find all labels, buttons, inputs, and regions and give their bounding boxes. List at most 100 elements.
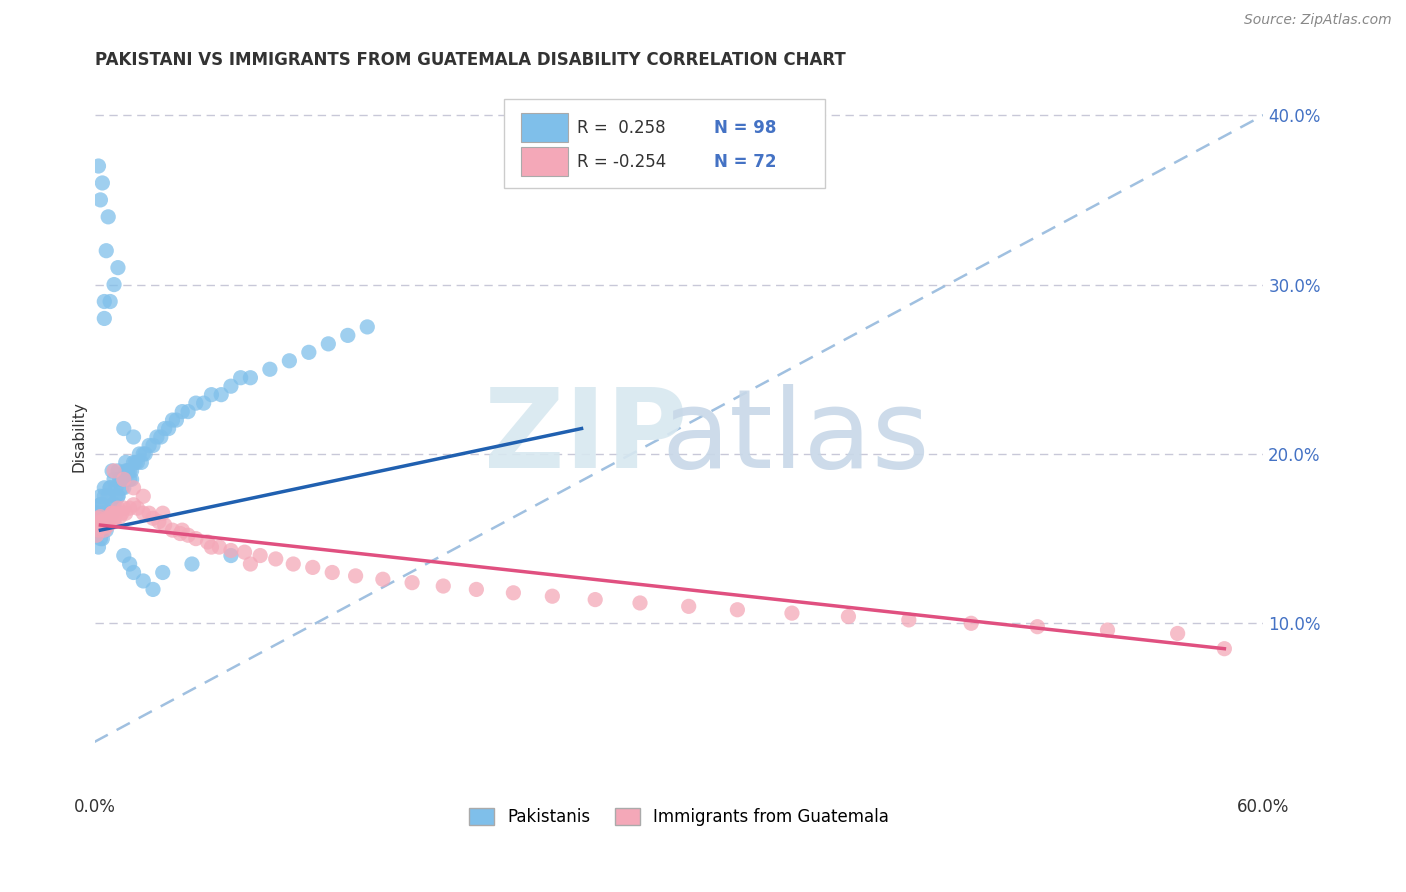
Point	[87, 511, 110, 525]
Point	[91, 176, 114, 190]
Text: R = -0.254: R = -0.254	[578, 153, 666, 170]
Point	[97, 489, 120, 503]
Point	[122, 455, 145, 469]
Point	[142, 438, 165, 452]
Point	[138, 438, 160, 452]
Point	[153, 518, 176, 533]
Point	[122, 430, 145, 444]
Point	[96, 244, 118, 258]
Point	[87, 523, 110, 537]
Point	[105, 489, 128, 503]
Point	[1097, 623, 1119, 637]
Point	[172, 404, 194, 418]
Point	[107, 501, 129, 516]
Point	[89, 518, 111, 533]
Point	[401, 575, 423, 590]
Point	[432, 579, 454, 593]
Point	[111, 481, 134, 495]
Point	[89, 498, 111, 512]
Point	[87, 159, 110, 173]
Point	[93, 294, 115, 309]
Point	[127, 501, 149, 516]
Point	[301, 560, 323, 574]
Text: atlas: atlas	[662, 384, 931, 491]
Point	[1213, 641, 1236, 656]
Point	[93, 520, 115, 534]
Point	[233, 545, 256, 559]
Point	[97, 518, 120, 533]
Point	[219, 543, 242, 558]
Y-axis label: Disability: Disability	[72, 401, 86, 473]
Point	[208, 540, 231, 554]
Point	[142, 582, 165, 597]
Point	[107, 464, 129, 478]
Point	[149, 430, 172, 444]
Point	[321, 566, 343, 580]
Point	[209, 387, 232, 401]
Point	[107, 489, 129, 503]
Point	[87, 540, 110, 554]
Point	[112, 472, 135, 486]
Point	[124, 455, 146, 469]
Point	[152, 506, 174, 520]
Point	[96, 511, 118, 525]
Point	[98, 509, 121, 524]
Point	[264, 552, 287, 566]
Point	[219, 379, 242, 393]
Point	[177, 404, 200, 418]
Point	[153, 421, 176, 435]
Point	[93, 515, 115, 529]
Point	[172, 523, 194, 537]
Point	[131, 455, 153, 469]
Point	[93, 311, 115, 326]
Point	[1026, 620, 1049, 634]
Point	[165, 413, 187, 427]
Point	[97, 210, 120, 224]
Point	[118, 501, 141, 516]
Point	[239, 370, 262, 384]
Point	[132, 447, 155, 461]
Text: PAKISTANI VS IMMIGRANTS FROM GUATEMALA DISABILITY CORRELATION CHART: PAKISTANI VS IMMIGRANTS FROM GUATEMALA D…	[94, 51, 845, 69]
Point	[780, 606, 803, 620]
Point	[96, 506, 118, 520]
Point	[114, 455, 136, 469]
Point	[162, 523, 184, 537]
Point	[127, 455, 149, 469]
Point	[121, 472, 143, 486]
Point	[502, 586, 524, 600]
Point	[193, 396, 215, 410]
Point	[93, 481, 115, 495]
Point	[146, 430, 169, 444]
Point	[87, 523, 110, 537]
Point	[98, 481, 121, 495]
Point	[107, 489, 129, 503]
Point	[96, 523, 118, 537]
Point	[98, 294, 121, 309]
Text: N = 98: N = 98	[714, 119, 776, 136]
Point	[91, 532, 114, 546]
Point	[134, 447, 156, 461]
Point	[184, 532, 207, 546]
Point	[197, 535, 219, 549]
Point	[112, 549, 135, 563]
Text: ZIP: ZIP	[484, 384, 688, 491]
Point	[128, 447, 150, 461]
Point	[278, 353, 301, 368]
Point	[87, 515, 110, 529]
Point	[91, 498, 114, 512]
Point	[117, 464, 139, 478]
Point	[583, 592, 606, 607]
Legend: Pakistanis, Immigrants from Guatemala: Pakistanis, Immigrants from Guatemala	[460, 799, 897, 834]
Point	[89, 193, 111, 207]
Point	[678, 599, 700, 614]
Point	[114, 506, 136, 520]
Point	[97, 515, 120, 529]
Point	[259, 362, 281, 376]
Point	[93, 489, 115, 503]
Point	[112, 501, 135, 516]
Point	[181, 557, 204, 571]
Point	[112, 472, 135, 486]
Point	[112, 481, 135, 495]
Point	[105, 506, 128, 520]
Point	[157, 421, 180, 435]
